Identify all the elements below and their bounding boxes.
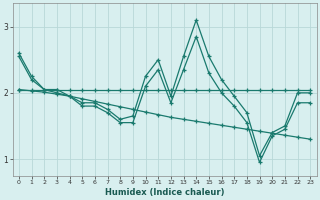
X-axis label: Humidex (Indice chaleur): Humidex (Indice chaleur) — [105, 188, 224, 197]
